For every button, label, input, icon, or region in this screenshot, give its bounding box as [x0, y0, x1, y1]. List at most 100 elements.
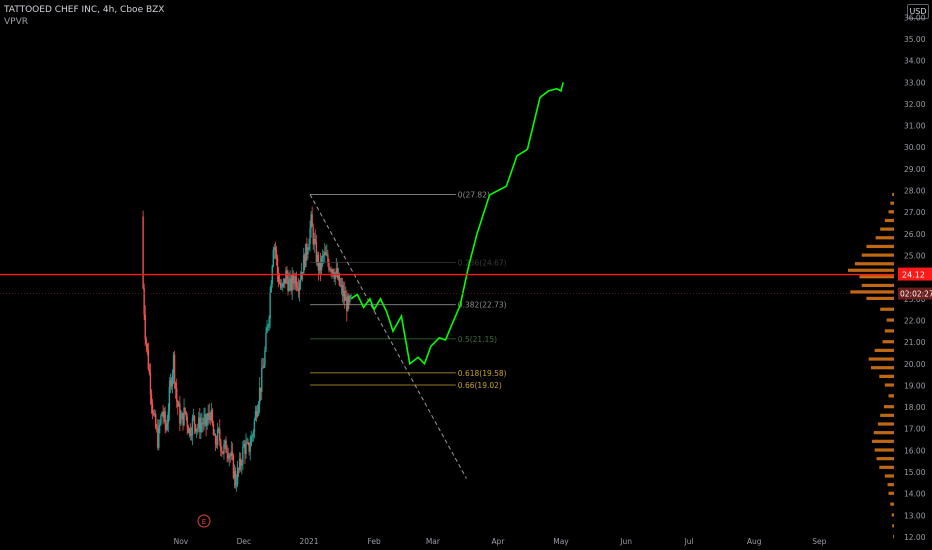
volume-profile-bar	[859, 275, 894, 279]
candle-up	[305, 243, 307, 268]
candle-up	[321, 255, 324, 259]
candle-up	[337, 273, 340, 279]
y-tick-label: 20.00	[904, 360, 926, 369]
candle-up	[230, 451, 232, 456]
volume-profile-bar	[848, 268, 894, 272]
y-tick-label: 21.00	[904, 338, 926, 347]
candle-down	[225, 440, 227, 453]
candle-down	[234, 470, 237, 486]
axes: 12.00 13.00 14.00 15.00 16.00 17.00 18.00 19.00…	[174, 13, 932, 546]
y-tick-label: 16.00	[904, 446, 926, 455]
candle-up	[251, 435, 253, 437]
candle-down	[150, 394, 153, 404]
candle-down	[221, 450, 223, 452]
x-tick-label: Mar	[426, 537, 441, 546]
candle-up	[281, 286, 283, 288]
drawing-layer: 0(27.82) 0.236(24.67) 0.382(22.73) 0.5(21.1…	[0, 82, 894, 479]
candle-down	[185, 411, 187, 417]
candle-up	[243, 443, 245, 447]
candle-down	[145, 339, 147, 344]
candle-up	[178, 403, 180, 407]
candle-up	[210, 409, 213, 421]
candle-up	[342, 291, 345, 297]
candle-down	[344, 291, 346, 301]
volume-profile-bar	[880, 307, 894, 311]
candle-down	[306, 243, 308, 255]
volume-profile-bar	[888, 394, 894, 398]
candle-down	[209, 415, 211, 421]
fib-level-label: 0.236(24.67)	[458, 259, 507, 268]
candle-down	[296, 287, 299, 289]
candle-up	[153, 413, 156, 415]
y-tick-label: 22.00	[904, 316, 926, 325]
candle-up	[294, 276, 297, 284]
fib-level-label: 0.618(19.58)	[458, 369, 507, 378]
candle-up	[313, 239, 315, 245]
candle-down	[143, 288, 145, 315]
candle-down	[227, 453, 229, 459]
candle-up	[298, 282, 301, 292]
symbol-title[interactable]: TATTOOED CHEF INC, 4h, Cboe BZX	[4, 5, 165, 15]
candle-down	[194, 424, 197, 432]
candle-up	[197, 427, 199, 429]
volume-profile-bar	[871, 366, 894, 370]
volume-profile-bar	[888, 491, 894, 495]
candle-down	[237, 468, 240, 470]
candle-up	[252, 431, 255, 436]
x-tick-label: Feb	[367, 537, 381, 546]
candle-down	[219, 428, 221, 441]
candle-down	[240, 458, 242, 466]
candle-up	[267, 325, 269, 328]
current-price-label: 24.12	[902, 271, 925, 280]
candle-up	[283, 278, 285, 284]
candle-down	[292, 274, 294, 282]
candle-down	[314, 239, 316, 243]
x-tick-label: Nov	[174, 537, 189, 546]
candle-down	[220, 440, 222, 451]
y-tick-label: 29.00	[904, 165, 926, 174]
volume-profile-bar	[873, 431, 894, 435]
candle-down	[262, 367, 264, 369]
candle-down	[278, 282, 281, 284]
y-tick-label: 17.00	[904, 425, 926, 434]
volume-profile-bar	[893, 535, 894, 539]
candle-up	[180, 419, 182, 424]
candle-down	[311, 214, 313, 227]
countdown-label: 02:02:27	[900, 290, 932, 299]
candle-down	[199, 417, 201, 432]
y-tick-label: 14.00	[904, 490, 926, 499]
candle-down	[147, 349, 150, 369]
candle-up	[300, 272, 303, 279]
x-tick-label: Apr	[492, 537, 506, 546]
y-tick-label: 25.00	[904, 252, 926, 261]
candle-up	[159, 423, 161, 426]
volume-profile-bar	[877, 422, 894, 426]
candle-up	[242, 446, 244, 465]
candle-up	[258, 387, 261, 405]
candle-up	[201, 423, 203, 424]
candle-up	[223, 444, 225, 454]
candle-down	[332, 269, 334, 275]
countdown-badge	[898, 287, 932, 300]
candle-up	[335, 268, 337, 273]
candle-up	[200, 423, 202, 432]
y-tick-label: 26.00	[904, 230, 926, 239]
candle-up	[316, 255, 319, 263]
candle-down	[244, 443, 246, 455]
candle-up	[273, 247, 276, 251]
plot-area[interactable]	[142, 192, 894, 539]
candle-up	[318, 261, 321, 271]
candle-up	[323, 254, 325, 256]
candle-down	[146, 343, 148, 350]
candle-up	[326, 254, 328, 256]
y-tick-label: 32.00	[904, 100, 926, 109]
volume-profile-bar	[882, 340, 894, 344]
candle-down	[162, 412, 164, 418]
y-tick-label: 27.00	[904, 208, 926, 217]
volume-profile-bar	[892, 524, 894, 528]
fib-level-label: 0.5(21.15)	[458, 335, 497, 344]
currency-button[interactable]: USD	[907, 4, 929, 19]
volume-profile-bar	[861, 283, 894, 288]
indicator-label[interactable]: VPVR	[4, 17, 28, 27]
